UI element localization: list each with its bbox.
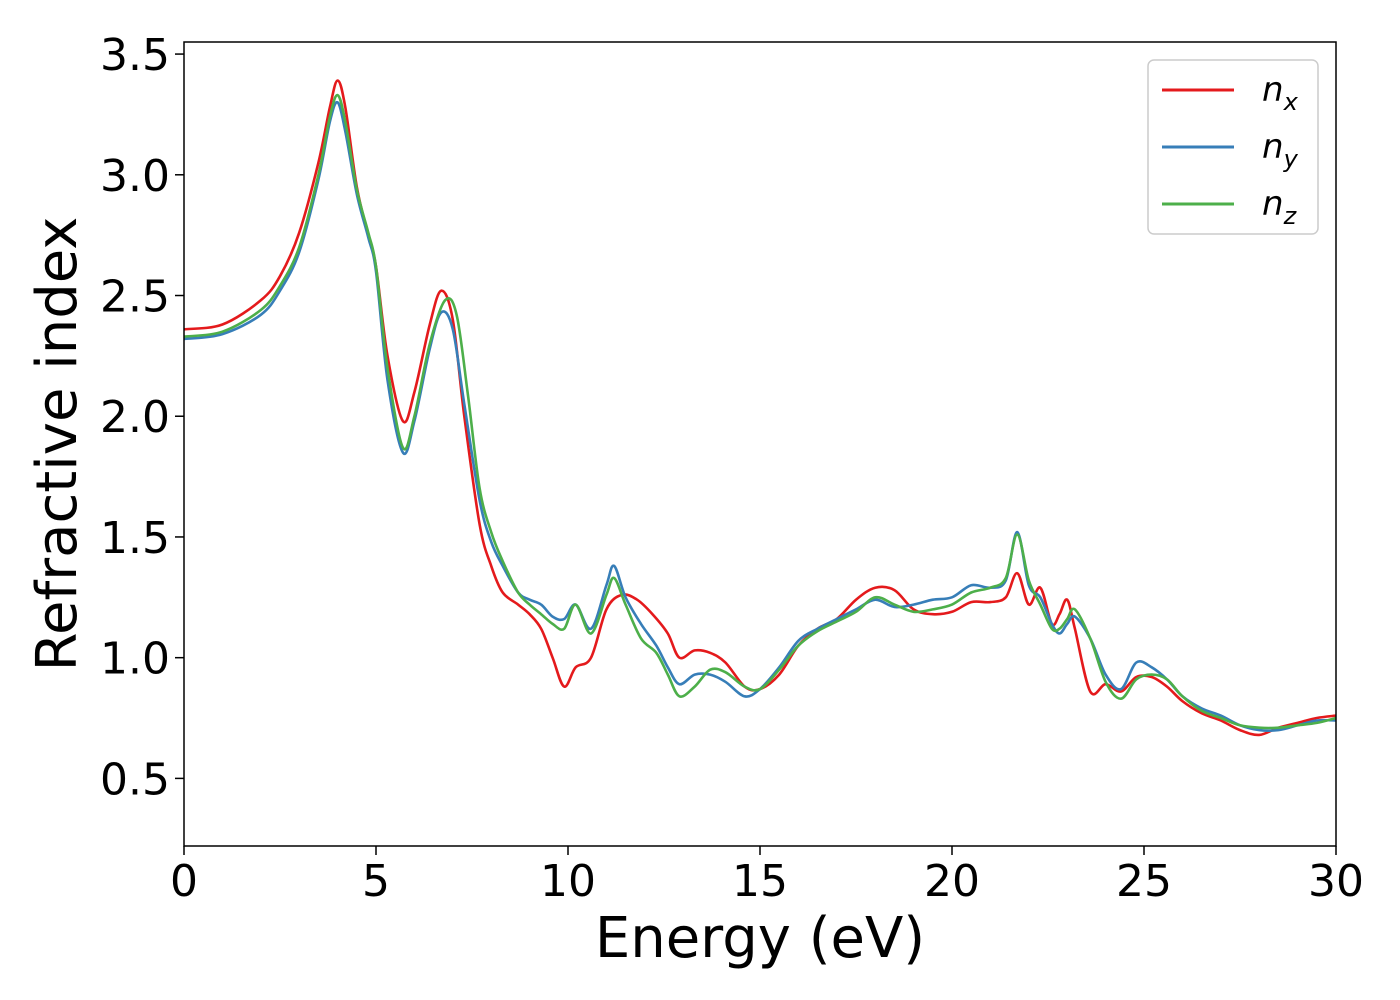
series-line-y: [183, 100, 1337, 732]
plot-lines: [183, 79, 1337, 737]
y-tick-label: 1.5: [100, 513, 170, 564]
x-axis: 0 5 10 15 20 25 30: [170, 846, 1364, 907]
series-line-z: [183, 93, 1337, 730]
x-tick-label: 15: [732, 856, 788, 907]
x-tick-label: 5: [362, 856, 390, 907]
y-axis-label: Refractive index: [25, 217, 90, 672]
legend-subscript: y: [1283, 145, 1299, 173]
x-tick-label: 30: [1308, 856, 1364, 907]
x-tick-label: 20: [924, 856, 980, 907]
y-tick-label: 3.5: [100, 30, 170, 81]
x-tick-label: 10: [540, 856, 596, 907]
y-tick-label: 2.5: [100, 272, 170, 323]
series-line-x: [183, 79, 1337, 737]
x-tick-label: 0: [170, 856, 198, 907]
y-axis: 0.5 1.0 1.5 2.0 2.5 3.0 3.5: [100, 30, 184, 805]
legend-subscript: z: [1283, 202, 1298, 230]
y-tick-label: 2.0: [100, 392, 170, 443]
legend-subscript: x: [1283, 88, 1299, 116]
y-tick-label: 0.5: [100, 754, 170, 805]
y-tick-label: 1.0: [100, 634, 170, 685]
x-axis-label: Energy (eV): [595, 906, 925, 971]
x-tick-label: 25: [1116, 856, 1172, 907]
y-tick-label: 3.0: [100, 151, 170, 202]
